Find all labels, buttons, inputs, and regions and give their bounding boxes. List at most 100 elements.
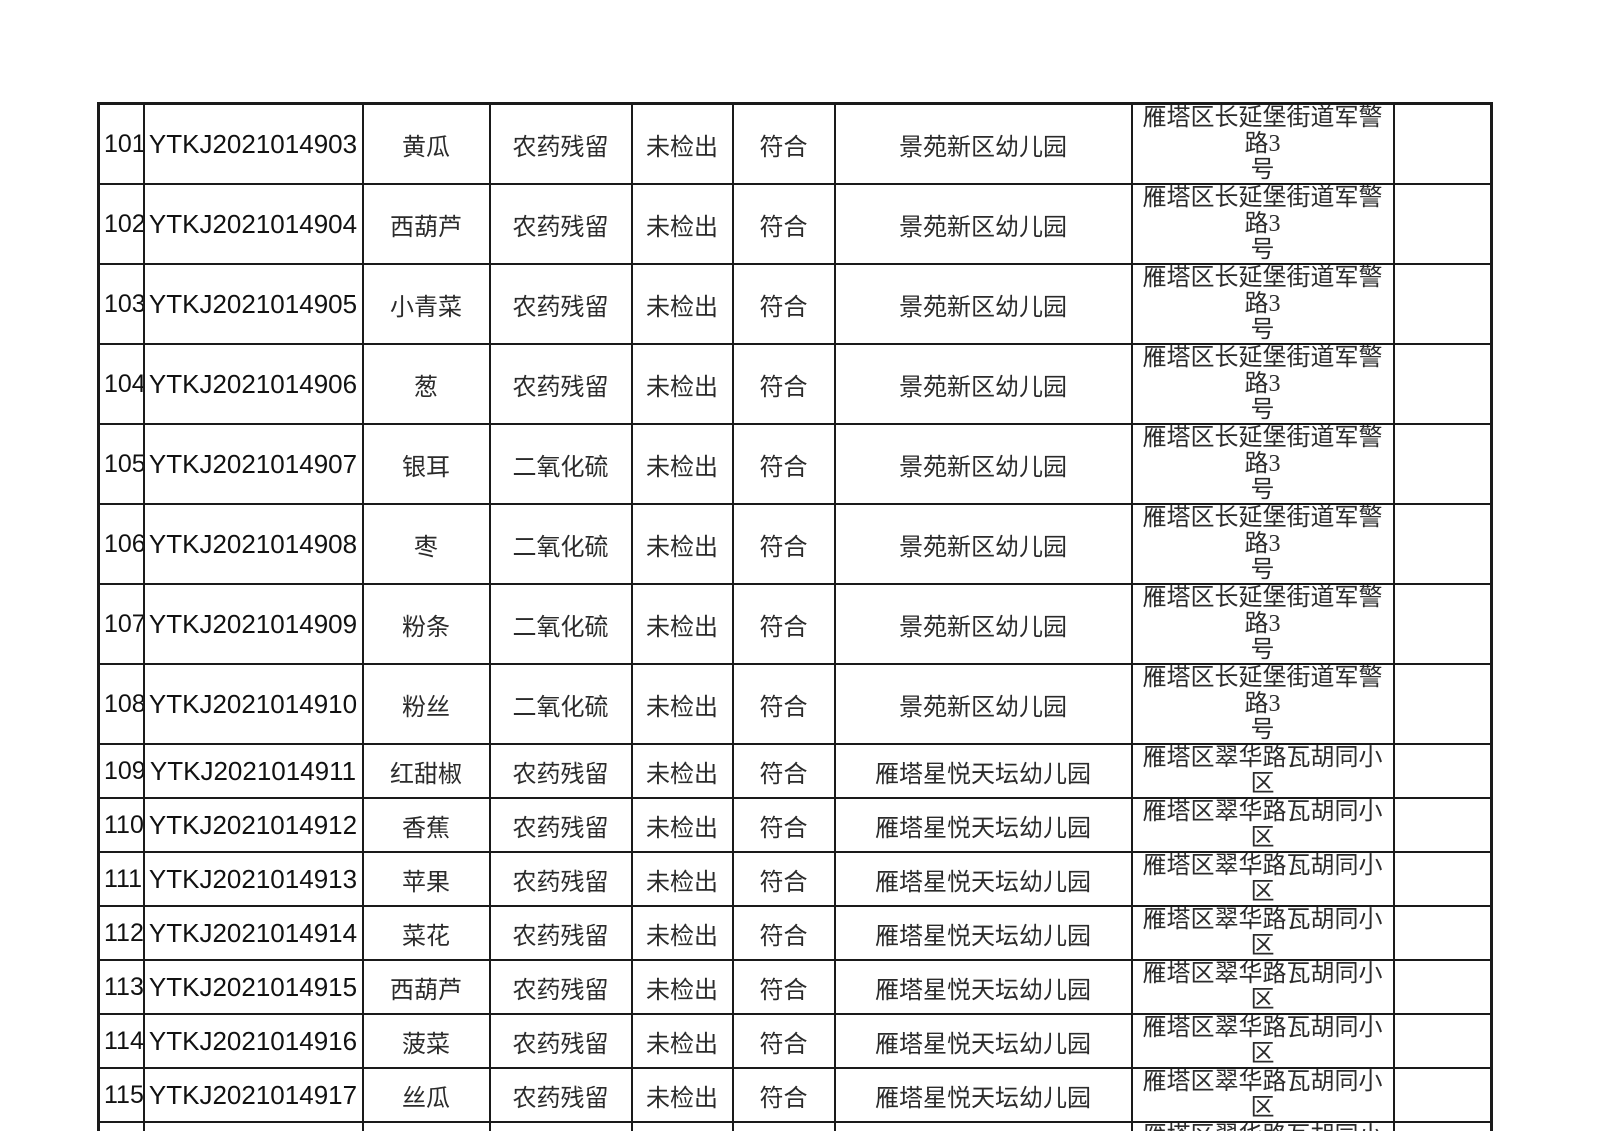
- cell-conclusion: 符合: [731, 343, 836, 425]
- cell-unit-name: 景苑新区幼儿园: [833, 423, 1133, 505]
- cell-row-number: 109: [97, 743, 145, 799]
- cell-unit-name: 景苑新区幼儿园: [833, 503, 1133, 585]
- cell-test-result: 未检出: [630, 959, 734, 1015]
- cell-unit-address: 雁塔区长延堡街道军警路3 号: [1130, 663, 1395, 745]
- table-body: 101 YTKJ2021014903 黄瓜 农药残留 未检出 符合 景苑新区幼儿…: [97, 102, 1493, 1131]
- cell-conclusion: 符合: [731, 905, 836, 961]
- cell-row-number: 101: [97, 102, 145, 185]
- cell-unit-address: 雁塔区翠华路瓦胡同小区: [1130, 905, 1395, 961]
- cell-unit-name: 雁塔星悦天坛幼儿园: [833, 743, 1133, 799]
- cell-row-number: 105: [97, 423, 145, 505]
- cell-conclusion: 符合: [731, 583, 836, 665]
- cell-unit-name: 景苑新区幼儿园: [833, 183, 1133, 265]
- table-row: 103 YTKJ2021014905 小青菜 农药残留 未检出 符合 景苑新区幼…: [97, 263, 1493, 345]
- cell-remark: [1392, 905, 1493, 961]
- cell-test-result: 未检出: [630, 583, 734, 665]
- cell-sample-name: 西葫芦: [361, 959, 491, 1015]
- cell-conclusion: 符合: [731, 743, 836, 799]
- cell-remark: [1392, 423, 1493, 505]
- cell-sample-id: YTKJ2021014905: [142, 263, 364, 345]
- cell-sample-id: YTKJ2021014914: [142, 905, 364, 961]
- cell-row-number: 112: [97, 905, 145, 961]
- cell-sample-name: 粉条: [361, 583, 491, 665]
- table-row: 113 YTKJ2021014915 西葫芦 农药残留 未检出 符合 雁塔星悦天…: [97, 959, 1493, 1015]
- cell-unit-name: 景苑新区幼儿园: [833, 583, 1133, 665]
- cell-unit-address: 雁塔区长延堡街道军警路3 号: [1130, 503, 1395, 585]
- cell-test-item: 二氧化硫: [488, 423, 633, 505]
- cell-test-result: 未检出: [630, 423, 734, 505]
- cell-conclusion: 符合: [731, 851, 836, 907]
- cell-sample-id: YTKJ2021014912: [142, 797, 364, 853]
- cell-unit-address: 雁塔区长延堡街道军警路3 号: [1130, 343, 1395, 425]
- table-row: 105 YTKJ2021014907 银耳 二氧化硫 未检出 符合 景苑新区幼儿…: [97, 423, 1493, 505]
- cell-row-number: 103: [97, 263, 145, 345]
- table-row: 116 YTKJ2021014918 猕猴桃 农药残留 未检出 符合 雁塔星悦天…: [97, 1121, 1493, 1131]
- cell-row-number: 110: [97, 797, 145, 853]
- cell-remark: [1392, 503, 1493, 585]
- cell-conclusion: 符合: [731, 102, 836, 185]
- cell-test-item: 农药残留: [488, 851, 633, 907]
- cell-test-result: 未检出: [630, 1067, 734, 1123]
- cell-unit-address: 雁塔区翠华路瓦胡同小区: [1130, 797, 1395, 853]
- cell-unit-address: 雁塔区翠华路瓦胡同小区: [1130, 1121, 1395, 1131]
- cell-remark: [1392, 583, 1493, 665]
- cell-sample-id: YTKJ2021014911: [142, 743, 364, 799]
- cell-conclusion: 符合: [731, 797, 836, 853]
- cell-test-result: 未检出: [630, 183, 734, 265]
- cell-sample-name: 苹果: [361, 851, 491, 907]
- cell-sample-name: 香蕉: [361, 797, 491, 853]
- cell-test-result: 未检出: [630, 102, 734, 185]
- cell-test-item: 农药残留: [488, 959, 633, 1015]
- cell-unit-address: 雁塔区翠华路瓦胡同小区: [1130, 851, 1395, 907]
- cell-test-item: 二氧化硫: [488, 503, 633, 585]
- cell-unit-name: 雁塔星悦天坛幼儿园: [833, 959, 1133, 1015]
- cell-remark: [1392, 959, 1493, 1015]
- cell-sample-id: YTKJ2021014903: [142, 102, 364, 185]
- cell-conclusion: 符合: [731, 959, 836, 1015]
- cell-test-result: 未检出: [630, 905, 734, 961]
- cell-conclusion: 符合: [731, 1067, 836, 1123]
- cell-sample-name: 红甜椒: [361, 743, 491, 799]
- cell-test-item: 农药残留: [488, 263, 633, 345]
- cell-remark: [1392, 183, 1493, 265]
- cell-unit-address: 雁塔区长延堡街道军警路3 号: [1130, 423, 1395, 505]
- cell-test-item: 二氧化硫: [488, 663, 633, 745]
- cell-remark: [1392, 743, 1493, 799]
- cell-test-result: 未检出: [630, 503, 734, 585]
- cell-unit-name: 雁塔星悦天坛幼儿园: [833, 797, 1133, 853]
- table-row: 101 YTKJ2021014903 黄瓜 农药残留 未检出 符合 景苑新区幼儿…: [97, 102, 1493, 185]
- cell-test-item: 二氧化硫: [488, 583, 633, 665]
- cell-test-result: 未检出: [630, 1013, 734, 1069]
- cell-sample-id: YTKJ2021014913: [142, 851, 364, 907]
- cell-sample-name: 粉丝: [361, 663, 491, 745]
- cell-remark: [1392, 1067, 1493, 1123]
- cell-sample-id: YTKJ2021014909: [142, 583, 364, 665]
- cell-unit-name: 景苑新区幼儿园: [833, 663, 1133, 745]
- cell-remark: [1392, 263, 1493, 345]
- cell-remark: [1392, 1121, 1493, 1131]
- cell-row-number: 102: [97, 183, 145, 265]
- table-row: 111 YTKJ2021014913 苹果 农药残留 未检出 符合 雁塔星悦天坛…: [97, 851, 1493, 907]
- cell-unit-name: 雁塔星悦天坛幼儿园: [833, 851, 1133, 907]
- cell-test-item: 农药残留: [488, 1067, 633, 1123]
- cell-sample-name: 葱: [361, 343, 491, 425]
- cell-sample-id: YTKJ2021014918: [142, 1121, 364, 1131]
- cell-test-result: 未检出: [630, 343, 734, 425]
- cell-unit-address: 雁塔区翠华路瓦胡同小区: [1130, 959, 1395, 1015]
- cell-test-result: 未检出: [630, 743, 734, 799]
- cell-test-item: 农药残留: [488, 1013, 633, 1069]
- cell-test-result: 未检出: [630, 263, 734, 345]
- cell-test-result: 未检出: [630, 1121, 734, 1131]
- cell-test-item: 农药残留: [488, 743, 633, 799]
- cell-row-number: 116: [97, 1121, 145, 1131]
- cell-row-number: 114: [97, 1013, 145, 1069]
- cell-unit-name: 雁塔星悦天坛幼儿园: [833, 1013, 1133, 1069]
- cell-unit-address: 雁塔区长延堡街道军警路3 号: [1130, 183, 1395, 265]
- cell-row-number: 106: [97, 503, 145, 585]
- cell-conclusion: 符合: [731, 263, 836, 345]
- cell-sample-name: 小青菜: [361, 263, 491, 345]
- cell-conclusion: 符合: [731, 183, 836, 265]
- cell-remark: [1392, 343, 1493, 425]
- cell-row-number: 104: [97, 343, 145, 425]
- cell-remark: [1392, 797, 1493, 853]
